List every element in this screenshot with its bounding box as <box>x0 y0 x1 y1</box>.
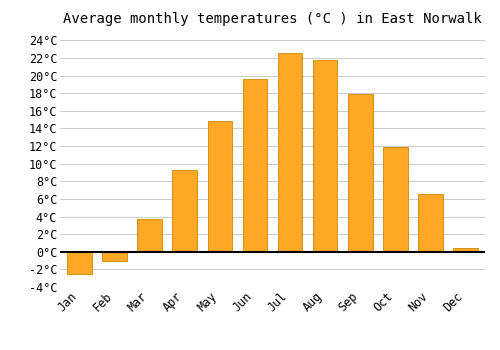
Bar <box>102 252 126 260</box>
Bar <box>278 52 302 252</box>
Bar <box>138 219 162 252</box>
Bar <box>454 248 478 252</box>
Bar <box>172 170 197 252</box>
Title: Average monthly temperatures (°C ) in East Norwalk: Average monthly temperatures (°C ) in Ea… <box>63 12 482 26</box>
Bar <box>313 60 338 252</box>
Bar <box>418 194 443 252</box>
Bar <box>242 79 267 252</box>
Bar <box>383 147 407 252</box>
Bar <box>67 252 92 274</box>
Bar <box>208 121 232 252</box>
Bar <box>348 94 372 252</box>
